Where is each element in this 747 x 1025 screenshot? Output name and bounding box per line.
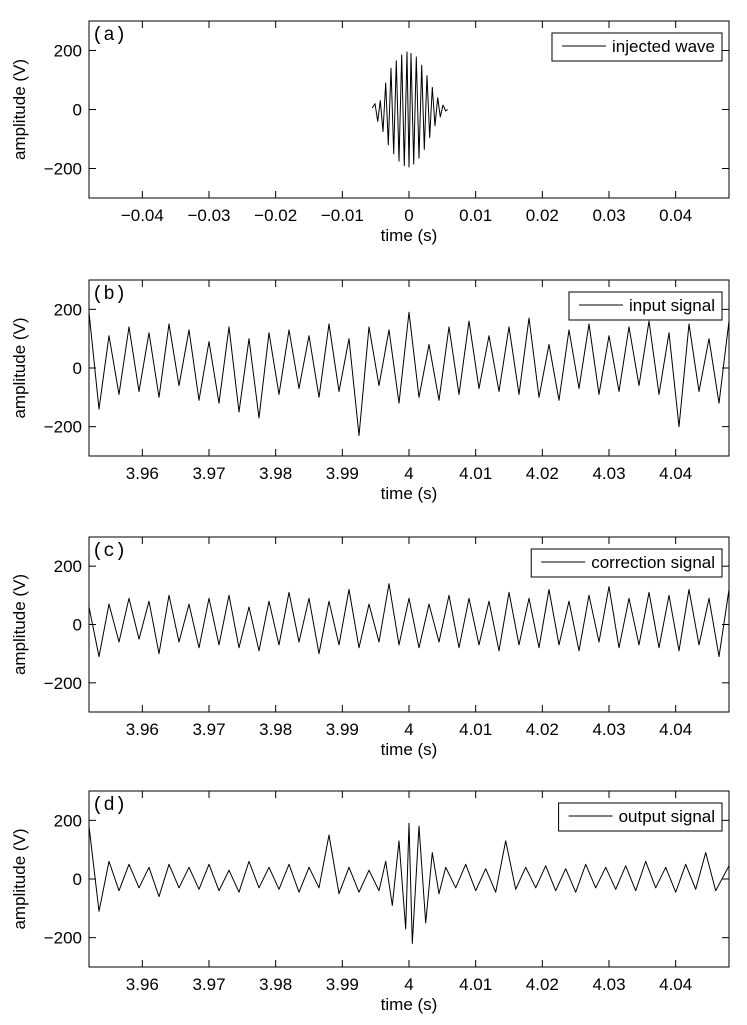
legend-c: correction signal [530, 548, 723, 578]
legend-box-b [568, 291, 723, 321]
x-tick-label-a: −0.01 [321, 206, 364, 225]
x-tick-label-a: −0.02 [254, 206, 297, 225]
panel-label-b: (b) [92, 283, 126, 305]
x-axis-label-c: time (s) [381, 740, 438, 759]
y-tick-label-a: −200 [44, 160, 82, 179]
legend-box-a [551, 32, 723, 62]
x-tick-label-a: −0.03 [187, 206, 230, 225]
x-tick-label-c: 3.97 [192, 720, 225, 739]
x-axis-label-a: time (s) [381, 226, 438, 245]
x-tick-label-d: 3.97 [192, 975, 225, 994]
panel-d: 3.96 3.97 3.98 3.99 4 4.01 4.02 4.03 4.04 200 0 −20… [10, 790, 730, 1014]
y-tick-label-c: 200 [54, 557, 82, 576]
x-tick-label-d: 3.96 [126, 975, 159, 994]
y-tick-label-b: 200 [54, 300, 82, 319]
x-tick-label-c: 4.02 [526, 720, 559, 739]
x-tick-label-d: 4.03 [592, 975, 625, 994]
legend-box-d [558, 802, 723, 832]
series-line-c [89, 583, 729, 658]
x-tick-label-b: 3.98 [259, 464, 292, 483]
panel-label-a: (a) [92, 24, 126, 46]
y-tick-label-a: 200 [54, 42, 82, 61]
x-tick-label-b: 4 [404, 464, 413, 483]
x-tick-label-a: 0.04 [659, 206, 692, 225]
x-tick-label-c: 3.98 [259, 720, 292, 739]
x-tick-label-b: 4.02 [526, 464, 559, 483]
x-tick-label-b: 4.03 [592, 464, 625, 483]
y-tick-label-b: −200 [44, 418, 82, 437]
x-tick-label-d: 4 [404, 975, 413, 994]
series-line-b [89, 311, 729, 436]
x-tick-label-d: 3.99 [326, 975, 359, 994]
x-tick-label-b: 4.01 [459, 464, 492, 483]
x-tick-label-a: 0.03 [592, 206, 625, 225]
y-axis-label-a: amplitude (V) [10, 59, 29, 160]
legend-a: injected wave [551, 32, 723, 62]
x-tick-label-c: 3.96 [126, 720, 159, 739]
x-tick-label-b: 3.99 [326, 464, 359, 483]
panel-label-d: (d) [92, 794, 126, 816]
x-tick-label-a: −0.04 [121, 206, 164, 225]
legend-label-c: correction signal [591, 553, 715, 572]
legend-box-c [530, 548, 723, 578]
y-tick-label-c: 0 [73, 616, 82, 635]
y-axis-label-c: amplitude (V) [10, 574, 29, 675]
x-tick-label-b: 3.97 [192, 464, 225, 483]
x-tick-label-c: 4.03 [592, 720, 625, 739]
x-axis-label-b: time (s) [381, 484, 438, 503]
x-tick-label-c: 3.99 [326, 720, 359, 739]
x-tick-label-d: 4.01 [459, 975, 492, 994]
x-tick-label-b: 3.96 [126, 464, 159, 483]
x-tick-label-c: 4.01 [459, 720, 492, 739]
legend-d: output signal [558, 802, 723, 832]
legend-label-b: input signal [629, 296, 715, 315]
x-tick-label-a: 0 [404, 206, 413, 225]
legend-label-d: output signal [619, 807, 715, 826]
x-tick-label-c: 4 [404, 720, 413, 739]
y-tick-label-d: −200 [44, 929, 82, 948]
panel-c: 3.96 3.97 3.98 3.99 4 4.01 4.02 4.03 4.04 200 0 −20… [10, 536, 730, 759]
y-tick-label-d: 200 [54, 811, 82, 830]
x-tick-label-d: 4.04 [659, 975, 692, 994]
x-tick-label-d: 3.98 [259, 975, 292, 994]
y-axis-label-b: amplitude (V) [10, 317, 29, 418]
y-tick-label-d: 0 [73, 870, 82, 889]
panel-a: −0.04 −0.03 −0.02 −0.01 0 0.01 0.02 0.03 0.04 200… [10, 20, 730, 245]
x-tick-label-b: 4.04 [659, 464, 692, 483]
y-tick-label-a: 0 [73, 101, 82, 120]
series-line-d [89, 822, 729, 944]
legend-label-a: injected wave [612, 37, 715, 56]
x-tick-label-c: 4.04 [659, 720, 692, 739]
y-axis-label-d: amplitude (V) [10, 828, 29, 929]
x-tick-label-a: 0.02 [526, 206, 559, 225]
y-tick-label-b: 0 [73, 359, 82, 378]
panel-b: 3.96 3.97 3.98 3.99 4 4.01 4.02 4.03 4.04 200 0 −20… [10, 279, 730, 503]
legend-b: input signal [568, 291, 723, 321]
series-line-a [371, 51, 449, 168]
y-tick-label-c: −200 [44, 674, 82, 693]
x-axis-label-d: time (s) [381, 995, 438, 1014]
x-tick-label-d: 4.02 [526, 975, 559, 994]
panel-label-c: (c) [92, 540, 126, 562]
x-tick-label-a: 0.01 [459, 206, 492, 225]
